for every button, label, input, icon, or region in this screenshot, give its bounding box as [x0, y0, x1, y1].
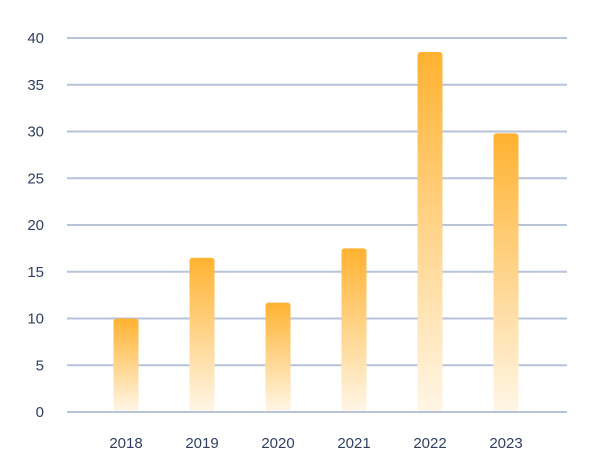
bar-2021: [341, 248, 367, 411]
x-tick-label-2023: 2023: [489, 435, 522, 452]
y-tick-label-15: 15: [27, 264, 44, 281]
y-tick-label-35: 35: [27, 77, 44, 94]
x-tick-label-2019: 2019: [185, 435, 218, 452]
bars: [113, 52, 519, 412]
x-tick-label-2020: 2020: [261, 435, 294, 452]
x-tick-label-2021: 2021: [337, 435, 370, 452]
y-tick-label-20: 20: [27, 217, 44, 234]
bar-2020: [265, 302, 291, 411]
bar-2023: [493, 133, 519, 411]
y-tick-label-5: 5: [36, 357, 44, 374]
bar-2019: [189, 257, 215, 411]
y-axis-tick-labels: 0 5 10 15 20 25 30 35 40: [27, 30, 44, 421]
x-axis-tick-labels: 2018 2019 2020 2021 2022 2023: [109, 435, 522, 452]
bar-2022: [417, 52, 443, 412]
y-tick-label-10: 10: [27, 311, 44, 328]
y-tick-label-0: 0: [36, 404, 44, 421]
grid-lines: [67, 37, 567, 413]
y-tick-label-40: 40: [27, 30, 44, 47]
bar-2018: [113, 318, 139, 411]
y-tick-label-30: 30: [27, 124, 44, 141]
x-tick-label-2022: 2022: [413, 435, 446, 452]
y-tick-label-25: 25: [27, 170, 44, 187]
x-tick-label-2018: 2018: [109, 435, 142, 452]
